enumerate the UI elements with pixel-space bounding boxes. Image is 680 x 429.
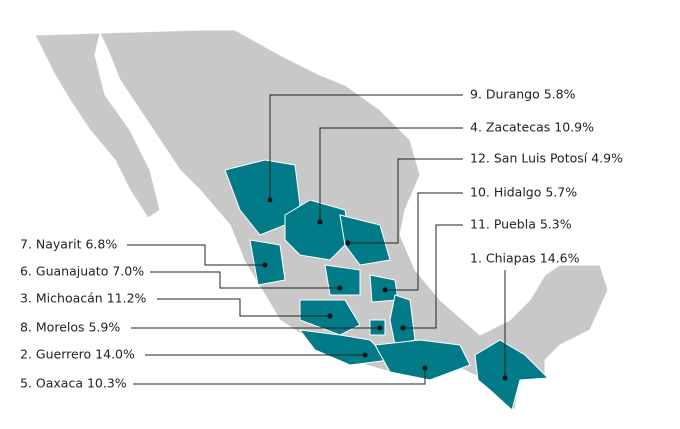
marker-dot bbox=[422, 365, 428, 371]
leader-line bbox=[269, 94, 463, 200]
labels: 9. Durango 5.8% 4. Zacatecas 10.9% 12. San… bbox=[20, 87, 623, 391]
marker-dot bbox=[377, 325, 383, 331]
marker-dot bbox=[400, 325, 406, 331]
leader-line bbox=[348, 158, 463, 244]
state-label: 1. Chiapas 14.6% bbox=[470, 251, 580, 266]
baja-peninsula bbox=[34, 32, 161, 219]
state-zacatecas bbox=[284, 199, 351, 261]
leader-line bbox=[403, 224, 463, 329]
state-label: 7. Nayarit 6.8% bbox=[20, 237, 117, 252]
state-nayarit bbox=[249, 239, 286, 286]
marker-dot bbox=[327, 313, 333, 319]
marker-dot bbox=[317, 219, 323, 225]
marker-dot bbox=[362, 352, 368, 358]
state-label: 8. Morelos 5.9% bbox=[20, 320, 120, 335]
state-oaxaca bbox=[374, 339, 471, 381]
top-band bbox=[0, 0, 680, 6]
highlighted-states bbox=[224, 159, 550, 411]
state-label: 2. Guerrero 14.0% bbox=[20, 347, 135, 362]
marker-dot bbox=[502, 375, 508, 381]
state-guanajuato bbox=[324, 264, 361, 296]
leader-line bbox=[127, 244, 265, 266]
state-label: 3. Michoacán 11.2% bbox=[20, 291, 147, 306]
marker-dot bbox=[267, 197, 273, 203]
state-chiapas bbox=[474, 339, 550, 411]
state-label: 6. Guanajuato 7.0% bbox=[20, 264, 144, 279]
leader-line bbox=[133, 368, 426, 385]
leader-line bbox=[385, 192, 463, 291]
state-label: 5. Oaxaca 10.3% bbox=[20, 376, 127, 391]
marker-dot bbox=[337, 285, 343, 291]
state-label: 9. Durango 5.8% bbox=[470, 87, 576, 102]
marker-dot bbox=[262, 262, 268, 268]
marker-dot bbox=[345, 240, 351, 246]
leader-line bbox=[157, 298, 330, 317]
state-label: 12. San Luis Potosí 4.9% bbox=[470, 151, 623, 166]
leader-line bbox=[319, 127, 463, 222]
marker-dot bbox=[382, 287, 388, 293]
state-label: 4. Zacatecas 10.9% bbox=[470, 120, 594, 135]
state-label: 11. Puebla 5.3% bbox=[470, 217, 572, 232]
leader-line bbox=[150, 271, 340, 289]
state-slp bbox=[339, 214, 391, 266]
state-label: 10. Hidalgo 5.7% bbox=[470, 185, 577, 200]
